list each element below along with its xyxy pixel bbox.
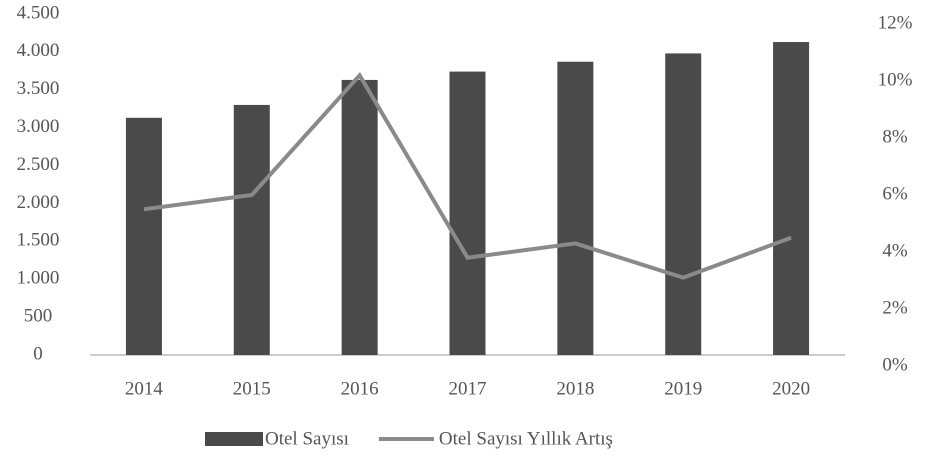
y2-tick-label: 2% [882, 297, 908, 318]
x-tick-label: 2016 [341, 378, 379, 399]
x-tick-label: 2014 [125, 378, 164, 399]
line [143, 71, 792, 280]
x-tick-label: 2018 [556, 378, 594, 399]
x-tick-label: 2015 [233, 378, 271, 399]
y2-tick-label: 4% [882, 240, 908, 261]
y2-tick-label: 6% [882, 183, 908, 204]
y-tick-label: 4.000 [17, 40, 60, 61]
y-tick-label: 4.500 [17, 2, 60, 23]
legend-swatch [205, 432, 263, 446]
y2-tick-label: 12% [878, 12, 913, 33]
y-tick-label: 1.500 [17, 230, 60, 251]
bar [341, 79, 378, 355]
y-tick-label: 0 [33, 343, 43, 364]
x-tick-label: 2019 [664, 378, 702, 399]
y-tick-label: 1.000 [17, 268, 60, 289]
bar [233, 104, 270, 355]
x-tick-label: 2017 [449, 378, 487, 399]
x-tick-label: 2020 [772, 378, 810, 399]
bar [773, 42, 810, 355]
bar [125, 117, 162, 355]
y-tick-label: 2.000 [17, 192, 60, 213]
y2-tick-label: 0% [882, 354, 908, 375]
y-tick-label: 2.500 [17, 154, 60, 175]
y-tick-label: 500 [24, 305, 53, 326]
y2-tick-label: 10% [878, 69, 913, 90]
bar [449, 71, 486, 355]
bar [665, 53, 702, 355]
y-tick-label: 3.500 [17, 78, 60, 99]
y2-tick-label: 8% [882, 126, 908, 147]
bar [557, 61, 594, 356]
legend-label: Otel Sayısı Yıllık Artış [439, 428, 613, 449]
y-tick-label: 3.000 [17, 116, 60, 137]
legend-label: Otel Sayısı [265, 428, 349, 449]
